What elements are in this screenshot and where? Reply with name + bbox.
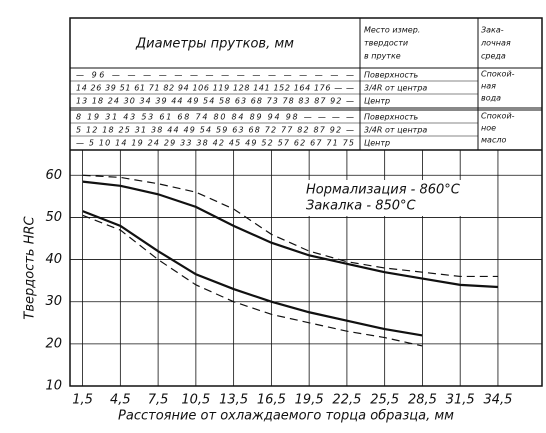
x-tick-label: 13,5 — [219, 393, 248, 408]
x-tick-label: 31,5 — [446, 393, 475, 408]
place: Центр — [364, 139, 390, 148]
table-header: твердости — [364, 39, 408, 48]
x-tick-label: 25,5 — [370, 393, 399, 408]
x-tick-label: 19,5 — [295, 393, 324, 408]
annotation-bg — [300, 180, 470, 216]
y-tick-label: 60 — [45, 168, 62, 183]
x-tick-label: 22,5 — [332, 393, 361, 408]
diameters: — 5 10 14 19 24 29 33 38 42 45 49 52 57 … — [76, 139, 354, 148]
y-tick-label: 30 — [45, 294, 62, 309]
medium: масло — [481, 136, 506, 145]
curve — [82, 180, 499, 289]
table-header: в прутке — [364, 52, 401, 61]
place: 3/4R от центра — [364, 126, 427, 135]
diameters: 13 18 24 30 34 39 44 49 54 58 63 68 73 7… — [76, 97, 354, 106]
x-tick-label: 16,5 — [257, 393, 286, 408]
curve — [82, 210, 423, 337]
y-tick-label: 40 — [45, 252, 62, 267]
place: Поверхность — [364, 71, 419, 80]
y-tick-label: 20 — [45, 336, 62, 351]
table-header: Диаметры прутков, мм — [135, 37, 294, 52]
table-header: Зака- — [481, 26, 504, 35]
table-header: Место измер. — [364, 26, 420, 35]
y-tick-label: 50 — [45, 210, 62, 225]
diameters: 14 26 39 51 61 71 82 94 106 119 128 141 … — [76, 84, 354, 93]
medium: вода — [481, 94, 501, 103]
x-tick-label: 34,5 — [483, 393, 512, 408]
curve — [82, 174, 498, 278]
annotation: Нормализация - 860°C — [306, 183, 461, 198]
place: Поверхность — [364, 113, 419, 122]
medium: Спокой- — [481, 70, 515, 79]
medium: Спокой- — [481, 112, 515, 121]
place: Центр — [364, 97, 390, 106]
medium: ная — [481, 82, 496, 91]
diameters: 5 12 18 25 31 38 44 49 54 59 63 68 72 77… — [76, 126, 354, 135]
y-tick-label: 10 — [45, 379, 62, 394]
x-tick-label: 28,5 — [408, 393, 437, 408]
annotation: Закалка - 850°C — [306, 199, 417, 214]
x-tick-label: 10,5 — [181, 393, 210, 408]
curve — [82, 214, 423, 347]
diameters: 8 19 31 43 53 61 68 74 80 84 89 94 98 — … — [76, 113, 354, 122]
x-tick-label: 4,5 — [110, 393, 131, 408]
table-header: лочная — [480, 39, 511, 48]
x-tick-label: 7,5 — [148, 393, 169, 408]
medium: ное — [481, 124, 496, 133]
diameters: — 96 — — — — — — — — — — — — — — — — — [76, 71, 354, 80]
x-axis-label: Расстояние от охлаждаемого торца образца… — [118, 409, 454, 424]
place: 3/4R от центра — [364, 84, 427, 93]
y-axis-label: Твердость HRC — [23, 215, 38, 319]
x-tick-label: 1,5 — [72, 393, 93, 408]
table-header: среда — [481, 52, 506, 61]
